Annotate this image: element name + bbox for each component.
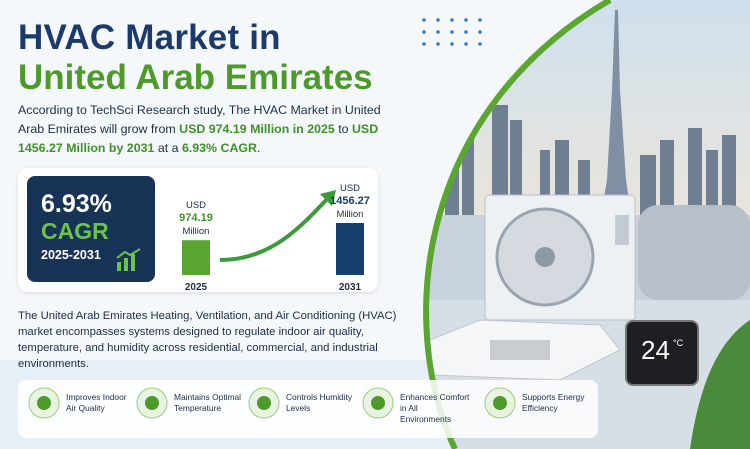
feature-label: Enhances Comfort in All Environments [400,392,470,424]
description: The United Arab Emirates Heating, Ventil… [18,310,397,370]
cagr-value: 6.93% [41,190,112,218]
x-label: 2031 [339,282,362,292]
unit-suffix: Million [183,226,210,237]
icon-glyph [493,396,507,410]
feature-icon [28,387,60,419]
intro-highlight: 6.93% CAGR [181,141,257,155]
feature-label: Improves Indoor Air Quality [66,392,127,413]
value-label: 974.19 [179,212,213,224]
thermostat-unit: °C [673,338,684,348]
icon-glyph [257,396,271,410]
growth-arrow [219,196,330,262]
arrow-head [320,190,336,206]
feature-icon [484,387,516,419]
thermostat: 24 °C [625,320,699,386]
bar [182,240,210,275]
thermostat-reading: 24 [641,335,670,365]
intro-highlight: USD 974.19 Million in 2025 [179,122,335,136]
cagr-box: 6.93% CAGR 2025-2031 [27,176,155,282]
icon-glyph [371,396,385,410]
feature-icon [362,387,394,419]
intro-highlight: USD 1456.27 Million by 2031 [18,122,379,155]
dot-pattern [422,18,482,46]
unit-prefix: USD [340,183,360,194]
value-label: 1456.27 [330,195,370,207]
icon-glyph [37,396,51,410]
growth-icon [116,248,141,271]
intro-text: at a [154,141,182,155]
icon-glyph [145,396,159,410]
feature-label: Controls Humidity Levels [286,392,353,413]
cagr-label: CAGR [41,218,109,244]
intro-text: According to TechSci Research study, The… [18,103,381,136]
unit-prefix: USD [186,200,206,211]
feature-label: Maintains Optimal Temperature [174,392,242,413]
x-label: 2025 [185,282,208,292]
title: United Arab Emirates [18,58,373,97]
bar [336,223,364,275]
intro-text: to [334,122,352,136]
feature-icon [248,387,280,419]
bar-chart: 2025USD974.19Million2031USD1456.27Millio… [179,183,370,292]
cagr-period: 2025-2031 [41,248,101,262]
feature-label: Supports Energy Efficiency [522,392,585,413]
feature-icon [136,387,168,419]
title: HVAC Market in [18,18,281,57]
unit-suffix: Million [337,209,364,220]
intro: According to TechSci Research study, The… [18,101,388,158]
intro-text: . [257,141,261,155]
